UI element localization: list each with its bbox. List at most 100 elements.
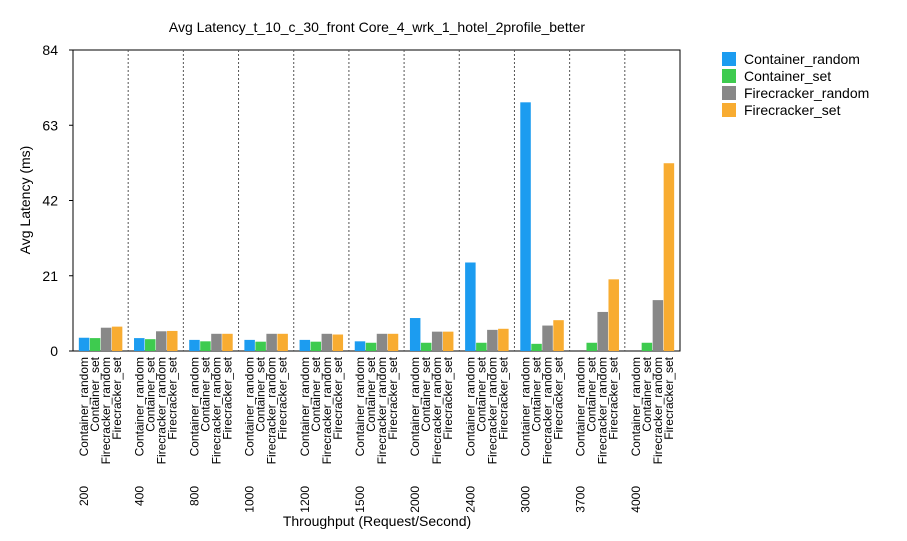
bar-container-random-1000 (244, 339, 255, 351)
group-label-400: 400 (132, 486, 146, 506)
bar-category-label: Container_set (419, 356, 433, 431)
bar-firecracker-set-400 (167, 330, 178, 351)
bar-category-label: Firecracker_set (110, 356, 124, 439)
bar-category-label: Firecracker_random (430, 357, 444, 464)
bar-container-random-1500 (354, 341, 366, 351)
bar-category-label: Firecracker_random (485, 357, 499, 464)
bar-container-set-400 (145, 339, 156, 351)
bar-firecracker-random-3700 (597, 311, 608, 351)
bar-firecracker-set-2000 (442, 331, 454, 351)
bar-firecracker-random-200 (100, 327, 112, 351)
bar-firecracker-set-200 (111, 326, 123, 351)
bar-category-label: Firecracker_random (265, 357, 279, 464)
bar-category-label: Firecracker_random (651, 357, 665, 464)
bar-firecracker-random-1200 (321, 333, 333, 351)
bar-container-set-4000 (641, 342, 653, 351)
group-label-2000: 2000 (408, 486, 422, 513)
bar-category-label: Container_random (353, 357, 367, 456)
legend-swatch-container-random (722, 52, 736, 66)
group-label-200: 200 (77, 486, 91, 506)
bar-category-label: Firecracker_set (276, 356, 290, 439)
legend-label-container-random: Container_random (744, 51, 860, 67)
bar-category-label: Container_random (77, 357, 91, 456)
bar-category-label: Container_random (187, 357, 201, 456)
legend-swatch-firecracker-random (722, 86, 736, 100)
bar-category-label: Firecracker_random (541, 357, 555, 464)
bar-container-set-1000 (255, 341, 266, 351)
group-label-800: 800 (187, 486, 201, 506)
bar-firecracker-set-1000 (277, 333, 288, 351)
bar-category-label: Container_random (408, 357, 422, 456)
group-label-4000: 4000 (629, 486, 643, 513)
bar-category-label: Container_set (364, 356, 378, 431)
bar-category-label: Firecracker_set (662, 356, 676, 439)
bar-category-label: Firecracker_random (99, 357, 113, 464)
legend-label-container-set: Container_set (744, 68, 831, 84)
bar-firecracker-random-4000 (652, 300, 664, 351)
bar-container-set-1500 (365, 342, 377, 351)
bar-category-label: Container_random (298, 357, 312, 456)
bar-category-label: Container_set (143, 356, 157, 431)
group-label-1200: 1200 (298, 486, 312, 513)
group-label-1000: 1000 (243, 486, 257, 513)
bar-firecracker-random-800 (211, 333, 222, 351)
plot-frame (72, 49, 681, 352)
legend-swatch-container-set (722, 69, 736, 83)
bar-category-label: Container_random (132, 357, 146, 456)
bar-firecracker-set-4000 (663, 163, 675, 351)
chart-title: Avg Latency_t_10_c_30_front Core_4_wrk_1… (169, 19, 585, 35)
bar-category-label: Container_set (474, 356, 488, 431)
bar-firecracker-set-1500 (387, 333, 399, 351)
bar-category-label: Container_set (198, 356, 212, 431)
bar-container-set-1200 (310, 341, 322, 351)
y-tick-label: 63 (42, 117, 58, 133)
bar-firecracker-random-400 (156, 331, 167, 351)
bar-category-label: Firecracker_set (441, 356, 455, 439)
bar-firecracker-set-800 (222, 333, 233, 351)
plot-area: 021426384Container_randomContainer_setFi… (42, 42, 681, 513)
bar-category-label: Firecracker_random (596, 357, 610, 464)
bar-category-label: Container_random (463, 357, 477, 456)
bar-container-random-800 (189, 339, 200, 351)
legend-label-firecracker-set: Firecracker_set (744, 102, 841, 118)
bar-firecracker-set-1200 (332, 334, 344, 351)
bar-firecracker-random-1000 (266, 333, 277, 351)
bar-category-label: Container_random (519, 357, 533, 456)
bar-category-label: Container_random (243, 357, 257, 456)
bar-category-label: Firecracker_set (165, 356, 179, 439)
bar-category-label: Firecracker_set (386, 356, 400, 439)
bar-container-set-2000 (420, 342, 432, 351)
x-axis-label: Throughput (Request/Second) (283, 513, 471, 529)
bar-category-label: Container_set (530, 356, 544, 431)
legend-label-firecracker-random: Firecracker_random (744, 85, 869, 101)
bar-container-random-3000 (520, 102, 531, 351)
bar-category-label: Firecracker_random (154, 357, 168, 464)
bar-container-set-3000 (531, 343, 542, 351)
bar-firecracker-random-2000 (431, 331, 443, 351)
y-tick-label: 42 (42, 193, 58, 209)
bar-container-set-2400 (476, 342, 487, 351)
bar-container-set-3700 (586, 342, 597, 351)
bar-container-random-2400 (465, 262, 476, 351)
bar-category-label: Container_random (574, 357, 588, 456)
bar-category-label: Container_set (254, 356, 268, 431)
bar-category-label: Firecracker_set (331, 356, 345, 439)
group-label-3000: 3000 (519, 486, 533, 513)
bar-firecracker-set-3000 (553, 320, 564, 351)
group-label-1500: 1500 (353, 486, 367, 513)
bar-category-label: Firecracker_random (209, 357, 223, 464)
y-axis-label: Avg Latency (ms) (17, 146, 33, 255)
bar-container-set-200 (89, 338, 101, 351)
bar-firecracker-set-3700 (608, 279, 619, 351)
y-tick-label: 0 (50, 343, 58, 359)
bar-category-label: Container_set (585, 356, 599, 431)
group-label-2400: 2400 (463, 486, 477, 513)
bar-category-label: Container_set (309, 356, 323, 431)
bar-category-label: Container_set (640, 356, 654, 431)
y-tick-label: 84 (42, 42, 58, 58)
bar-category-label: Firecracker_set (220, 356, 234, 439)
bar-firecracker-random-2400 (487, 329, 498, 351)
bar-category-label: Container_set (88, 356, 102, 431)
